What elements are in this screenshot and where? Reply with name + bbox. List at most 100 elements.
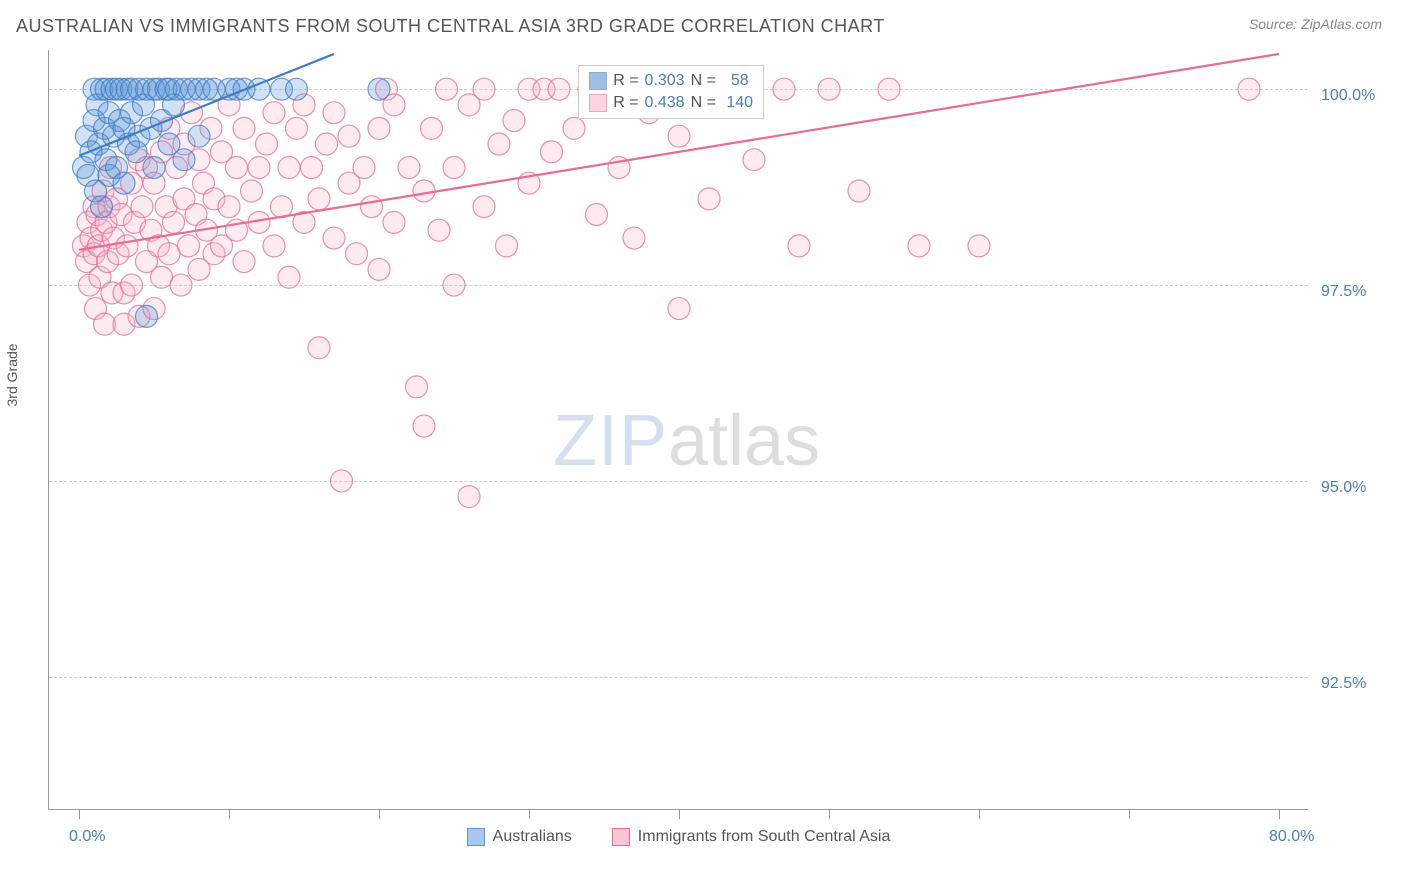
data-point	[131, 196, 153, 218]
r-label: R =	[613, 72, 638, 90]
data-point	[383, 211, 405, 233]
data-point	[413, 180, 435, 202]
x-tick	[679, 809, 680, 819]
data-point	[668, 125, 690, 147]
data-point	[308, 188, 330, 210]
data-point	[968, 235, 990, 257]
data-point	[1238, 78, 1260, 100]
data-point	[188, 125, 210, 147]
data-point	[368, 258, 390, 280]
data-point	[158, 243, 180, 265]
data-point	[563, 117, 585, 139]
chart-title: AUSTRALIAN VS IMMIGRANTS FROM SOUTH CENT…	[16, 16, 885, 37]
data-point	[473, 78, 495, 100]
data-point	[473, 196, 495, 218]
data-point	[241, 180, 263, 202]
data-point	[443, 157, 465, 179]
data-point	[436, 78, 458, 100]
data-point	[353, 157, 375, 179]
r-value: 0.303	[645, 72, 685, 90]
data-point	[218, 196, 240, 218]
data-point	[286, 78, 308, 100]
x-tick	[379, 809, 380, 819]
data-point	[586, 204, 608, 226]
y-tick-label: 97.5%	[1321, 283, 1366, 301]
data-point	[346, 243, 368, 265]
x-tick	[229, 809, 230, 819]
data-point	[226, 157, 248, 179]
data-point	[278, 157, 300, 179]
stats-legend-box: R = 0.303 N = 58 R = 0.438 N = 140	[578, 65, 764, 119]
bottom-legend: Australians Immigrants from South Central…	[49, 828, 1308, 846]
data-point	[421, 117, 443, 139]
data-point	[263, 235, 285, 257]
n-value: 58	[722, 72, 749, 90]
data-point	[743, 149, 765, 171]
data-point	[113, 172, 135, 194]
data-point	[848, 180, 870, 202]
series-swatch	[589, 94, 607, 112]
data-point	[151, 266, 173, 288]
chart-plot-area: 3rd Grade 92.5%95.0%97.5%100.0%0.0%80.0%…	[48, 50, 1308, 810]
n-label: N =	[691, 94, 716, 112]
data-point	[698, 188, 720, 210]
x-tick	[79, 809, 80, 819]
data-point	[178, 235, 200, 257]
x-tick	[1279, 809, 1280, 819]
n-label: N =	[691, 72, 716, 90]
data-point	[163, 211, 185, 233]
data-point	[91, 196, 113, 218]
data-point	[316, 133, 338, 155]
n-value: 140	[722, 94, 753, 112]
y-axis-label: 3rd Grade	[4, 343, 20, 406]
legend-swatch	[612, 828, 630, 846]
legend-swatch	[467, 828, 485, 846]
data-point	[496, 235, 518, 257]
data-point	[368, 117, 390, 139]
source-attribution: Source: ZipAtlas.com	[1249, 16, 1382, 32]
data-point	[143, 157, 165, 179]
data-point	[121, 274, 143, 296]
x-tick	[979, 809, 980, 819]
data-point	[413, 415, 435, 437]
data-point	[256, 133, 278, 155]
data-point	[458, 486, 480, 508]
y-tick-label: 95.0%	[1321, 479, 1366, 497]
chart-svg	[49, 50, 1309, 810]
data-point	[170, 274, 192, 296]
data-point	[818, 78, 840, 100]
data-point	[263, 102, 285, 124]
r-label: R =	[613, 94, 638, 112]
data-point	[541, 141, 563, 163]
data-point	[361, 196, 383, 218]
data-point	[94, 313, 116, 335]
y-tick-label: 92.5%	[1321, 675, 1366, 693]
x-tick	[1129, 809, 1130, 819]
data-point	[116, 235, 138, 257]
series-swatch	[589, 72, 607, 90]
x-tick	[529, 809, 530, 819]
data-point	[301, 157, 323, 179]
data-point	[443, 274, 465, 296]
data-point	[668, 298, 690, 320]
legend-label: Immigrants from South Central Asia	[638, 828, 891, 846]
data-point	[406, 376, 428, 398]
legend-label: Australians	[493, 828, 572, 846]
data-point	[788, 235, 810, 257]
data-point	[773, 78, 795, 100]
data-point	[173, 149, 195, 171]
data-point	[286, 117, 308, 139]
data-point	[278, 266, 300, 288]
data-point	[338, 125, 360, 147]
data-point	[308, 337, 330, 359]
r-value: 0.438	[645, 94, 685, 112]
data-point	[331, 470, 353, 492]
data-point	[398, 157, 420, 179]
data-point	[428, 219, 450, 241]
stats-row: R = 0.303 N = 58	[589, 70, 753, 92]
data-point	[323, 102, 345, 124]
legend-item: Australians	[467, 828, 572, 846]
data-point	[368, 78, 390, 100]
data-point	[233, 251, 255, 273]
data-point	[503, 110, 525, 132]
